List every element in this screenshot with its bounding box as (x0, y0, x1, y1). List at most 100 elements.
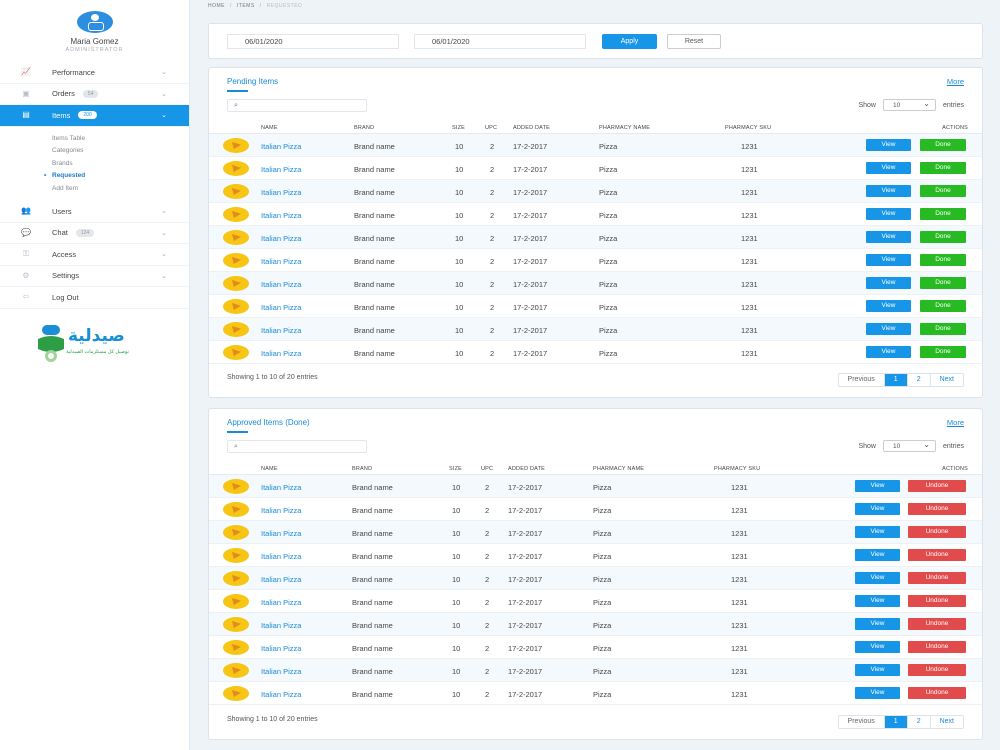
cell-name[interactable]: Italian Pizza (261, 598, 302, 607)
view-button[interactable]: View (866, 139, 911, 151)
undone-button[interactable]: Undone (908, 503, 966, 515)
done-button[interactable]: Done (920, 185, 966, 197)
approved-search-input[interactable]: ⌕ (227, 440, 367, 453)
cell-name[interactable]: Italian Pizza (261, 326, 302, 335)
submenu-items-table[interactable]: Items Table (52, 134, 86, 142)
view-button[interactable]: View (855, 549, 900, 561)
undone-button[interactable]: Undone (908, 572, 966, 584)
undone-button[interactable]: Undone (908, 687, 966, 699)
breadcrumb-home[interactable]: HOME (208, 3, 225, 9)
view-button[interactable]: View (866, 208, 911, 220)
cell-added-date: 17-2-2017 (508, 667, 543, 676)
done-button[interactable]: Done (920, 231, 966, 243)
view-button[interactable]: View (866, 231, 911, 243)
view-button[interactable]: View (866, 162, 911, 174)
cell-name[interactable]: Italian Pizza (261, 280, 302, 289)
view-button[interactable]: View (866, 185, 911, 197)
page-1-button[interactable]: 1 (884, 374, 908, 386)
cell-name[interactable]: Italian Pizza (261, 349, 302, 358)
date-filter-card: 06/01/2020 06/01/2020 Apply Reset (208, 23, 983, 59)
next-page-button[interactable]: Next (939, 376, 954, 383)
entries-select[interactable]: 10 (882, 98, 936, 111)
cell-name[interactable]: Italian Pizza (261, 234, 302, 243)
cell-name[interactable]: Italian Pizza (261, 690, 302, 699)
page-2-button[interactable]: 2 (908, 716, 931, 728)
previous-page-button[interactable]: Previous (839, 716, 885, 728)
view-button[interactable]: View (855, 618, 900, 630)
cell-name[interactable]: Italian Pizza (261, 621, 302, 630)
view-button[interactable]: View (855, 641, 900, 653)
date-from-input[interactable]: 06/01/2020 (227, 34, 399, 49)
view-button[interactable]: View (866, 254, 911, 266)
cell-name[interactable]: Italian Pizza (261, 483, 302, 492)
sidebar-item-users[interactable]: 👥 Users ⌄ (0, 201, 189, 223)
view-button[interactable]: View (855, 595, 900, 607)
done-button[interactable]: Done (920, 162, 966, 174)
sidebar-item-access[interactable]: ⚿ Access ⌄ (0, 244, 189, 266)
cell-name[interactable]: Italian Pizza (261, 303, 302, 312)
submenu-categories[interactable]: Categories (52, 147, 84, 154)
cell-name[interactable]: Italian Pizza (261, 211, 302, 220)
done-button[interactable]: Done (920, 208, 966, 220)
view-button[interactable]: View (866, 300, 911, 312)
pending-search-input[interactable]: ⌕ (227, 99, 367, 112)
undone-button[interactable]: Undone (908, 618, 966, 630)
done-button[interactable]: Done (920, 300, 966, 312)
sidebar-item-items[interactable]: ▤ Items 200 ⌄ (0, 105, 189, 127)
done-button[interactable]: Done (920, 139, 966, 151)
entries-select[interactable]: 10 (882, 439, 936, 452)
view-button[interactable]: View (855, 664, 900, 676)
next-page-button[interactable]: Next (939, 718, 954, 725)
done-button[interactable]: Done (920, 323, 966, 335)
view-button[interactable]: View (855, 480, 900, 492)
breadcrumb-items[interactable]: ITEMS (236, 3, 255, 9)
pending-table-header: NAME BRAND SIZE UPC ADDED DATE PHARMACY NAME P… (209, 122, 982, 134)
cell-pharmacy-name: Pizza (593, 575, 612, 584)
view-button[interactable]: View (855, 572, 900, 584)
approved-more-link[interactable]: More (946, 418, 964, 427)
previous-page-button[interactable]: Previous (839, 374, 885, 386)
undone-button[interactable]: Undone (908, 549, 966, 561)
undone-button[interactable]: Undone (908, 480, 966, 492)
submenu-add-item[interactable]: Add Item (52, 184, 79, 192)
cell-name[interactable]: Italian Pizza (261, 552, 302, 561)
done-button[interactable]: Done (920, 254, 966, 266)
cell-name[interactable]: Italian Pizza (261, 257, 302, 266)
apply-button[interactable]: Apply (602, 34, 657, 49)
sidebar-item-performance[interactable]: 📈 Performance ⌄ (0, 62, 189, 84)
view-button[interactable]: View (866, 323, 911, 335)
view-button[interactable]: View (866, 346, 911, 358)
sidebar-item-logout[interactable]: ⇦ Log Out (0, 287, 189, 309)
cell-name[interactable]: Italian Pizza (261, 644, 302, 653)
undone-button[interactable]: Undone (908, 641, 966, 653)
view-button[interactable]: View (855, 687, 900, 699)
cell-name[interactable]: Italian Pizza (261, 575, 302, 584)
sidebar-item-chat[interactable]: 💬 Chat 124 ⌄ (0, 223, 189, 244)
done-button[interactable]: Done (920, 277, 966, 289)
page-2-button[interactable]: 2 (908, 374, 931, 386)
date-to-input[interactable]: 06/01/2020 (414, 34, 586, 49)
cell-name[interactable]: Italian Pizza (261, 529, 302, 538)
submenu-brands[interactable]: Brands (52, 159, 73, 167)
sidebar-item-settings[interactable]: ⚙ Settings ⌄ (0, 266, 189, 287)
pending-more-link[interactable]: More (946, 77, 964, 86)
undone-button[interactable]: Undone (908, 664, 966, 676)
view-button[interactable]: View (866, 277, 911, 289)
undone-button[interactable]: Undone (908, 595, 966, 607)
sidebar-item-orders[interactable]: ▣ Orders 54 ⌄ (0, 84, 189, 105)
view-button[interactable]: View (855, 526, 900, 538)
cell-upc: 2 (485, 529, 490, 538)
cell-upc: 2 (485, 598, 490, 607)
done-button[interactable]: Done (920, 346, 966, 358)
cell-name[interactable]: Italian Pizza (261, 506, 302, 515)
page-1-button[interactable]: 1 (884, 716, 908, 728)
cell-name[interactable]: Italian Pizza (261, 188, 302, 197)
cell-name[interactable]: Italian Pizza (261, 165, 302, 174)
undone-button[interactable]: Undone (908, 526, 966, 538)
reset-button[interactable]: Reset (667, 34, 721, 49)
user-avatar-icon[interactable] (76, 11, 113, 33)
view-button[interactable]: View (855, 503, 900, 515)
submenu-requested[interactable]: Requested (44, 170, 189, 183)
cell-name[interactable]: Italian Pizza (261, 667, 302, 676)
cell-name[interactable]: Italian Pizza (261, 142, 302, 151)
